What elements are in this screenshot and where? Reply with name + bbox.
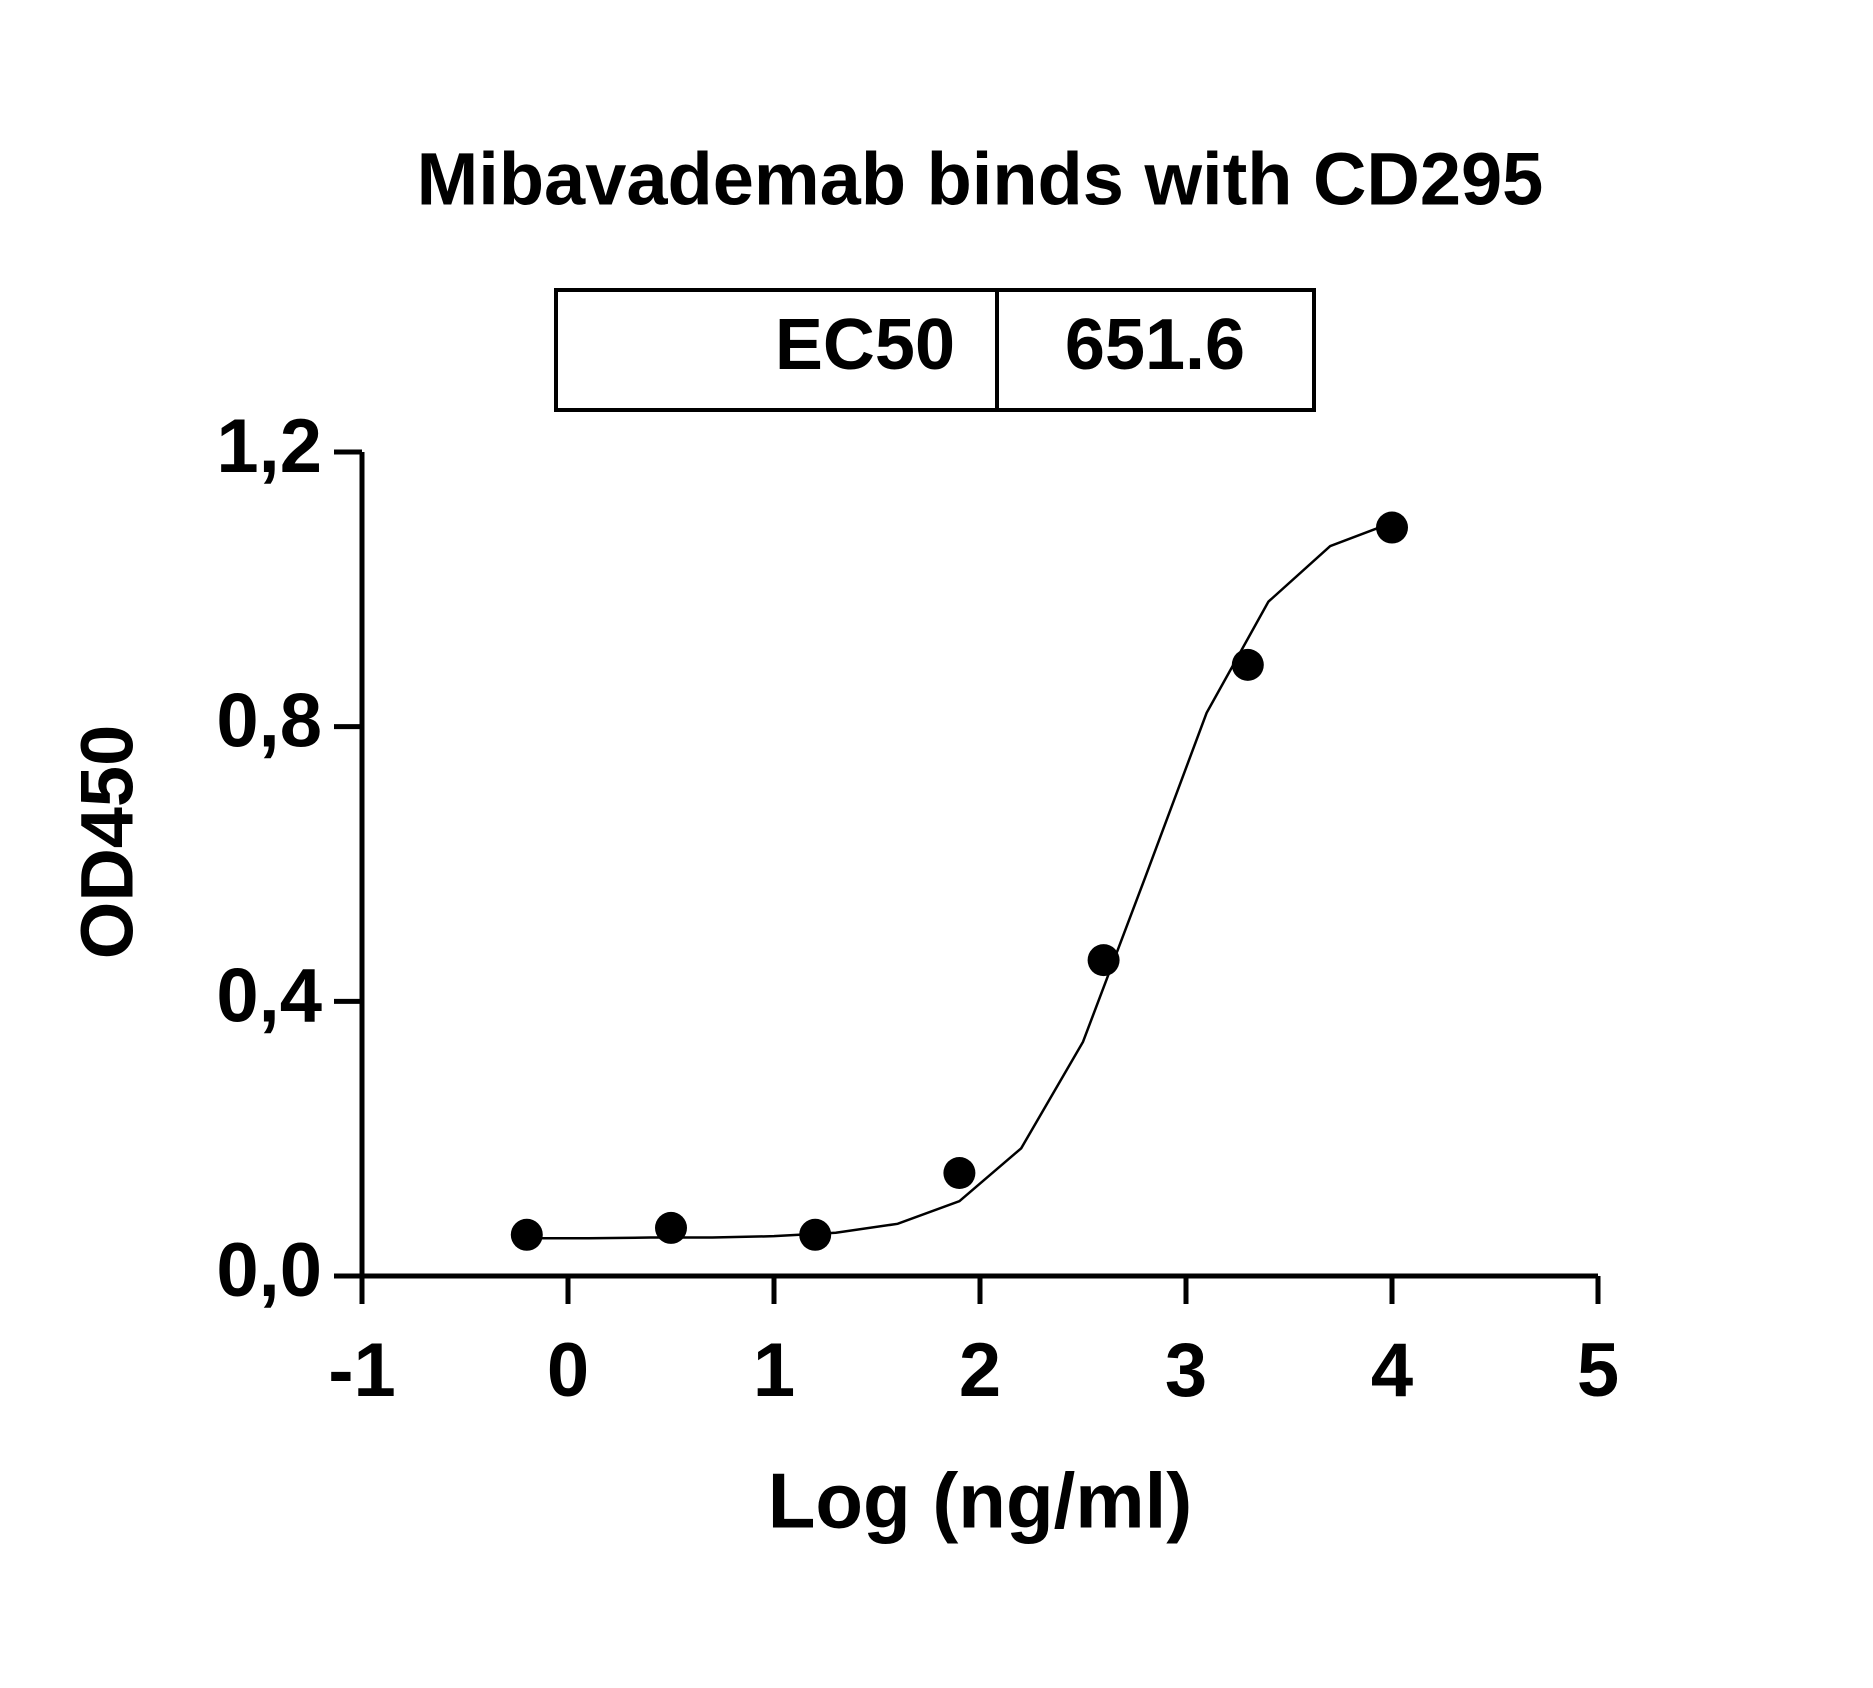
- x-tick-label: 0: [547, 1328, 589, 1413]
- ec50-label: EC50: [775, 305, 955, 385]
- x-tick-label: 5: [1577, 1328, 1619, 1413]
- chart-title: Mibavademab binds with CD295: [417, 138, 1544, 221]
- x-tick-label: -1: [328, 1328, 396, 1413]
- x-tick-label: 2: [959, 1328, 1001, 1413]
- y-axis-label: OD450: [66, 725, 149, 959]
- x-axis-label: Log (ng/ml): [768, 1457, 1193, 1545]
- data-point: [510, 1218, 543, 1251]
- fit-curve: [526, 521, 1393, 1240]
- data-point: [1231, 648, 1264, 681]
- data-point: [655, 1211, 687, 1244]
- ec50-value: 651.6: [1065, 305, 1245, 385]
- data-point: [1376, 511, 1408, 544]
- x-tick-label: 3: [1165, 1328, 1207, 1413]
- y-tick-label: 0,4: [216, 953, 322, 1038]
- ec50-box: [554, 288, 1316, 412]
- x-tick-label: 1: [753, 1328, 795, 1413]
- y-tick-label: 0,0: [216, 1228, 322, 1313]
- data-point: [943, 1157, 976, 1189]
- x-tick-label: 4: [1371, 1328, 1413, 1413]
- y-tick-label: 0,8: [216, 679, 322, 764]
- y-tick-label: 1,2: [216, 404, 322, 489]
